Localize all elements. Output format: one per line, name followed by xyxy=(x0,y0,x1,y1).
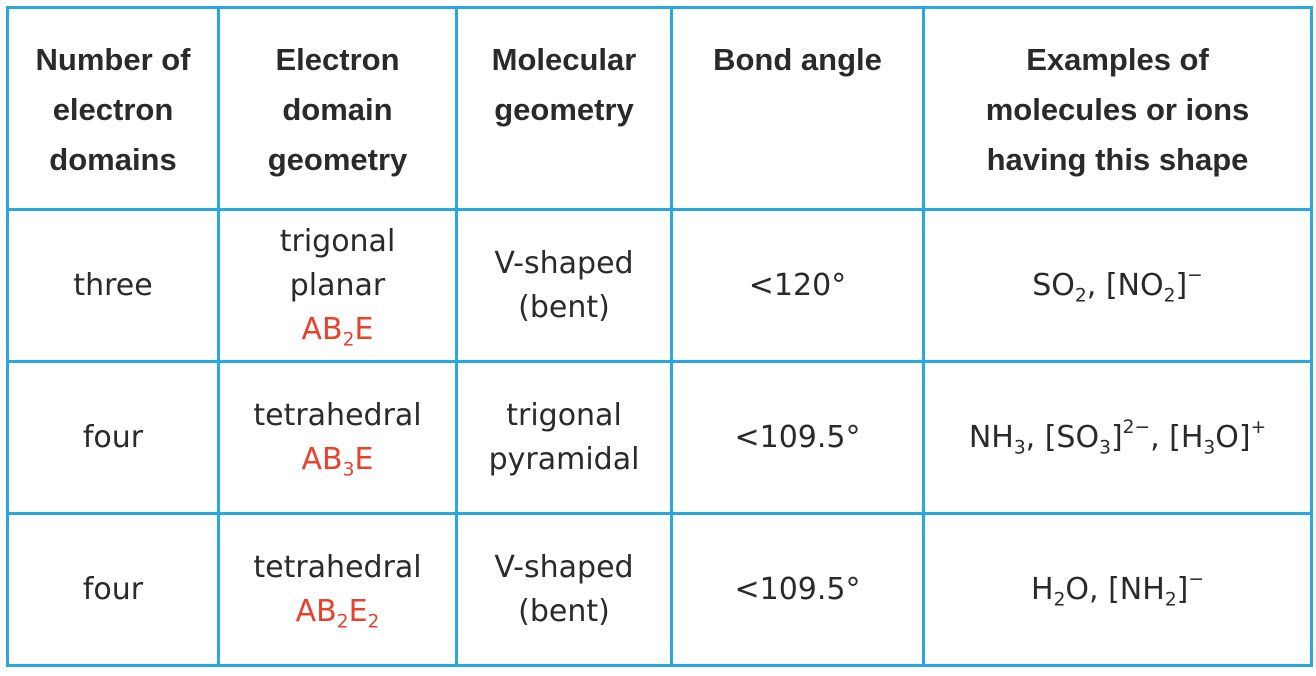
example-part: 3 xyxy=(1203,437,1216,458)
edg-formula: AB2E2 xyxy=(295,593,380,632)
example-part: SO xyxy=(1032,267,1075,303)
header-electron-domains: Number of electron domains xyxy=(6,6,220,211)
cell-molecular-geometry: V-shaped (bent) xyxy=(455,208,673,363)
example-part: − xyxy=(1187,264,1203,286)
edg-formula: AB3E xyxy=(301,441,374,480)
header-examples: Examples of molecules or ions having thi… xyxy=(922,6,1313,211)
cell-examples: SO2, [NO2]− xyxy=(922,208,1313,363)
cell-molecular-geometry: V-shaped (bent) xyxy=(455,512,673,667)
example-part: 2 xyxy=(1164,589,1177,610)
example-part: 3 xyxy=(1013,437,1026,458)
cell-domains: four xyxy=(6,512,220,667)
cell-edg: trigonal planar AB2E xyxy=(217,208,458,363)
cell-domains: four xyxy=(6,360,220,515)
cell-bond-angle: <109.5° xyxy=(670,360,925,515)
cell-examples: NH3, [SO3]2−, [H3O]+ xyxy=(922,360,1313,515)
example-part: 2− xyxy=(1122,416,1151,438)
vsepr-geometry-table: Number of electron domains Electron doma… xyxy=(6,6,1313,667)
example-part: ] xyxy=(1110,419,1123,455)
example-part: ] xyxy=(1175,267,1188,303)
header-bond-angle: Bond angle xyxy=(670,6,925,211)
geometry-table-wrapper: Number of electron domains Electron doma… xyxy=(6,6,1313,667)
example-part: H xyxy=(1031,571,1054,607)
edg-name: tetrahedral xyxy=(253,397,422,433)
cell-examples: H2O, [NH2]− xyxy=(922,512,1313,667)
example-part: O] xyxy=(1215,419,1251,455)
example-part: − xyxy=(1188,568,1204,590)
cell-edg: tetrahedral AB3E xyxy=(217,360,458,515)
edg-name: tetrahedral xyxy=(253,549,422,585)
header-molecular-geometry: Molecular geometry xyxy=(455,6,673,211)
cell-bond-angle: <109.5° xyxy=(670,512,925,667)
example-part: NH xyxy=(968,419,1014,455)
edg-formula: AB2E xyxy=(301,311,374,350)
table-row: three trigonal planar AB2E V-shaped (ben… xyxy=(6,208,1313,363)
example-part: , [H xyxy=(1150,419,1204,455)
header-electron-domain-geometry: Electron domain geometry xyxy=(217,6,458,211)
example-part: , [SO xyxy=(1025,419,1100,455)
cell-molecular-geometry: trigonal pyramidal xyxy=(455,360,673,515)
example-part: 2 xyxy=(1163,285,1176,306)
example-part: + xyxy=(1250,416,1267,438)
header-row: Number of electron domains Electron doma… xyxy=(6,6,1313,211)
table-row: four tetrahedral AB2E2 V-shaped (bent) <… xyxy=(6,512,1313,667)
cell-edg: tetrahedral AB2E2 xyxy=(217,512,458,667)
example-part: 2 xyxy=(1074,285,1087,306)
example-part: , [NO xyxy=(1086,267,1164,303)
edg-name: trigonal planar xyxy=(279,223,396,303)
example-part: 3 xyxy=(1099,437,1111,458)
cell-domains: three xyxy=(6,208,220,363)
cell-bond-angle: <120° xyxy=(670,208,925,363)
example-part: 2 xyxy=(1053,589,1066,610)
example-part: O, [NH xyxy=(1065,571,1165,607)
table-row: four tetrahedral AB3E trigonal pyramidal… xyxy=(6,360,1313,515)
example-part: ] xyxy=(1176,571,1189,607)
